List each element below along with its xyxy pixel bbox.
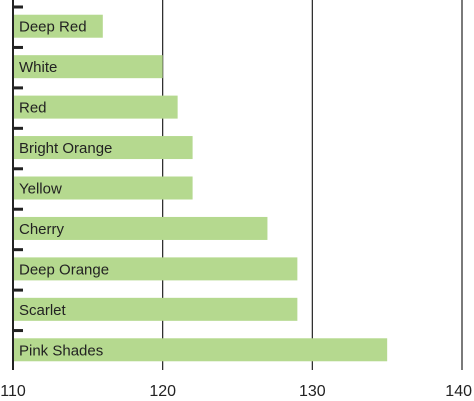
x-tick-label-140: 140 xyxy=(445,383,472,400)
x-tick-label-110: 110 xyxy=(0,383,26,400)
bar-label-cherry: Cherry xyxy=(19,221,65,238)
bar-yellow xyxy=(13,176,193,200)
bar-label-bright-orange: Bright Orange xyxy=(19,140,112,157)
bar-bright-orange xyxy=(13,136,193,160)
x-tick-label-120: 120 xyxy=(149,383,176,400)
bar-label-pink-shades: Pink Shades xyxy=(19,342,103,359)
x-tick-label-130: 130 xyxy=(299,383,326,400)
bar-label-deep-orange: Deep Orange xyxy=(19,261,109,278)
bar-labels-group: Deep Red White Red Bright Orange Yellow Cherr… xyxy=(19,19,112,360)
bar-label-white: White xyxy=(19,59,57,76)
bar-deep-red xyxy=(13,14,103,38)
bar-pink-shades xyxy=(13,338,388,362)
bar-red xyxy=(13,95,178,119)
bar-label-red: Red xyxy=(19,100,47,117)
bar-label-deep-red: Deep Red xyxy=(19,19,87,36)
bar-label-scarlet: Scarlet xyxy=(19,302,67,319)
bar-scarlet xyxy=(13,297,298,321)
bar-cherry xyxy=(13,216,268,240)
bar-deep-orange xyxy=(13,257,298,281)
x-tick-labels-group: 110 120 130 140 xyxy=(0,383,472,400)
category-ticks-group xyxy=(13,5,23,333)
bars-group xyxy=(13,14,388,362)
bar-label-yellow: Yellow xyxy=(19,181,62,198)
bar-white xyxy=(13,55,163,79)
